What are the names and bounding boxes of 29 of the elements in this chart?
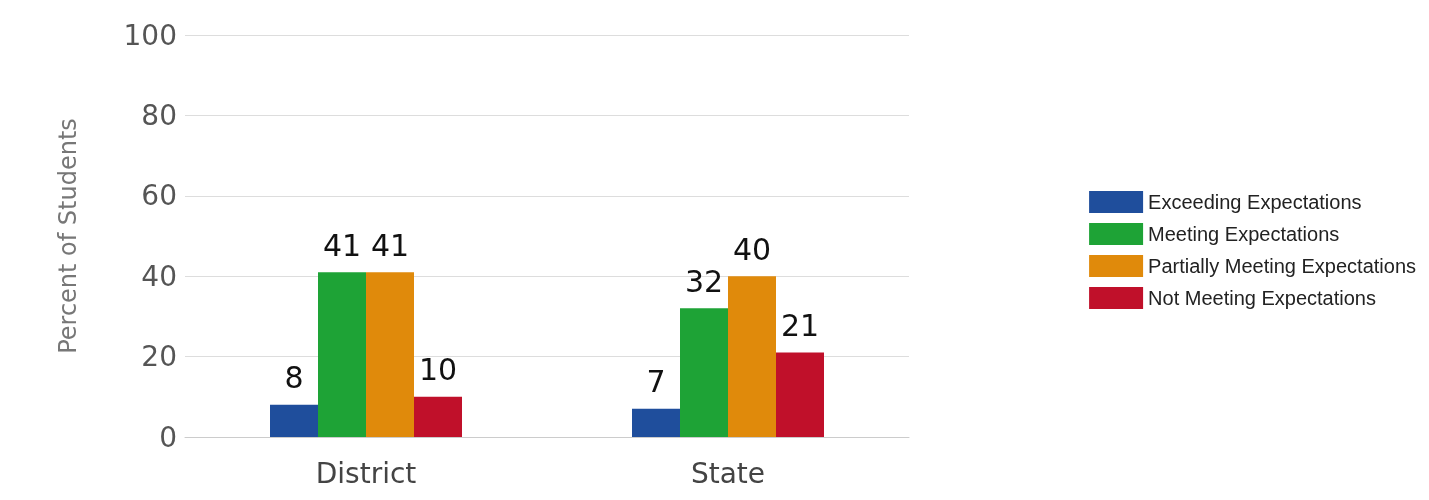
y-tick-label: 100 <box>123 18 177 52</box>
x-tick-label: District <box>315 456 417 490</box>
data-label: 7 <box>646 364 666 400</box>
y-tick-label: 40 <box>141 259 177 293</box>
bar <box>776 352 824 437</box>
bar <box>318 272 366 437</box>
legend-label: Exceeding Expectations <box>1148 191 1362 213</box>
data-label: 10 <box>418 352 458 388</box>
bar <box>366 272 414 437</box>
bar <box>270 404 318 437</box>
legend-label: Meeting Expectations <box>1148 223 1340 245</box>
data-label: 21 <box>780 308 820 344</box>
y-axis-title: Percent of Students <box>54 118 82 354</box>
y-tick-label: 0 <box>159 420 177 454</box>
data-label: 8 <box>284 360 304 396</box>
data-label: 32 <box>684 263 724 299</box>
data-label: 41 <box>322 227 362 263</box>
y-tick-label: 20 <box>141 340 177 374</box>
y-tick-label: 60 <box>141 179 177 213</box>
bar <box>680 308 728 437</box>
x-tick-label: State <box>690 456 766 490</box>
legend-label: Partially Meeting Expectations <box>1148 255 1417 277</box>
legend-label: Not Meeting Expectations <box>1148 287 1376 309</box>
bar <box>414 396 462 437</box>
bar <box>632 408 680 437</box>
data-label: 41 <box>370 227 410 263</box>
bar <box>728 276 776 437</box>
y-tick-label: 80 <box>141 98 177 132</box>
data-label: 40 <box>732 231 772 267</box>
